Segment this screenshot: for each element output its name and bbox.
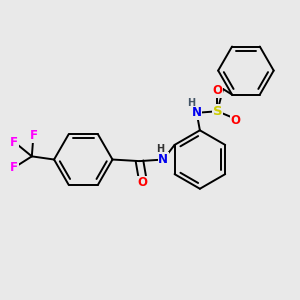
Text: S: S (212, 105, 222, 118)
Text: N: N (158, 153, 168, 166)
Text: F: F (29, 129, 38, 142)
Text: F: F (11, 136, 18, 148)
Text: H: H (187, 98, 195, 108)
Text: O: O (231, 114, 241, 127)
Text: O: O (138, 176, 148, 189)
Text: H: H (156, 144, 164, 154)
Text: N: N (192, 106, 202, 119)
Text: F: F (11, 161, 18, 174)
Text: O: O (212, 84, 222, 97)
